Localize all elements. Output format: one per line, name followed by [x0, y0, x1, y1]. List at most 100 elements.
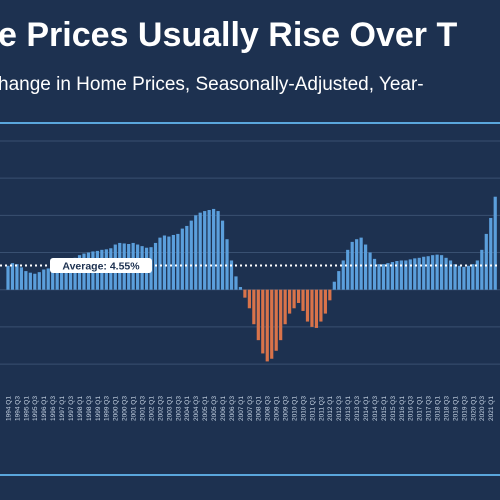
chart-subtitle: hange in Home Prices, Seasonally-Adjuste…: [0, 74, 424, 95]
bar: [296, 289, 301, 303]
bar: [73, 257, 77, 290]
bar: [203, 211, 207, 290]
x-tick-label: 2015 Q1: [381, 396, 388, 421]
x-tick-label: 2011 Q3: [318, 396, 325, 421]
bar: [471, 264, 475, 290]
x-tick-label: 1999 Q1: [95, 396, 102, 421]
x-tick-label: 2014 Q1: [363, 396, 370, 421]
bar: [247, 289, 251, 309]
bar: [60, 264, 64, 290]
bar: [24, 271, 28, 290]
bar: [198, 212, 202, 290]
x-tick-label: 2003 Q1: [166, 396, 173, 421]
x-tick-label: 2010 Q3: [300, 396, 307, 421]
bar: [404, 260, 408, 290]
bar: [261, 289, 265, 354]
bar: [435, 254, 439, 290]
bar: [319, 289, 323, 322]
bar: [46, 268, 50, 290]
x-tick-label: 2004 Q1: [184, 396, 191, 421]
bar: [292, 289, 296, 309]
bar: [288, 289, 292, 314]
bar: [413, 258, 417, 290]
x-tick-label: 1995 Q3: [32, 396, 39, 421]
bar: [350, 241, 354, 290]
bar: [355, 239, 359, 290]
bar: [171, 234, 175, 290]
bar: [314, 289, 319, 328]
bar: [51, 267, 55, 290]
bar: [359, 237, 363, 290]
x-tick-label: 2001 Q3: [140, 396, 147, 421]
bar: [189, 220, 193, 290]
bar: [323, 289, 327, 314]
bar: [431, 255, 435, 290]
bar: [256, 289, 260, 341]
x-tick-label: 2018 Q1: [435, 396, 442, 421]
bar: [341, 260, 345, 290]
bar: [484, 233, 488, 290]
x-tick-label: 2020 Q3: [479, 396, 486, 421]
bar: [238, 287, 243, 290]
x-tick-label: 2000 Q1: [113, 396, 120, 421]
bar: [372, 258, 377, 290]
bar: [15, 264, 19, 290]
x-tick-label: 2000 Q3: [122, 396, 129, 421]
x-tick-label: 1994 Q3: [14, 396, 21, 421]
bar: [283, 289, 287, 325]
bar: [346, 249, 350, 290]
average-label: Average: 4.55%: [62, 260, 140, 272]
bar: [439, 255, 444, 290]
bar: [185, 225, 189, 290]
x-tick-label: 1998 Q3: [86, 396, 93, 421]
bar: [448, 260, 453, 290]
x-tick-label: 2012 Q1: [327, 396, 334, 421]
bar: [234, 276, 238, 290]
average-label-box: [50, 258, 152, 274]
bar: [270, 289, 274, 359]
bar: [462, 266, 466, 290]
bar: [386, 263, 390, 290]
x-tick-label: 2015 Q3: [390, 396, 397, 421]
bar: [33, 273, 37, 290]
bar: [395, 261, 399, 290]
bar: [207, 210, 211, 290]
x-tick-label: 2013 Q1: [345, 396, 352, 421]
bar: [37, 272, 41, 290]
x-tick-label: 2018 Q3: [443, 396, 450, 421]
bar: [252, 289, 256, 325]
x-tick-label: 2009 Q1: [274, 396, 281, 421]
x-tick-label: 1996 Q3: [50, 396, 57, 421]
bar: [229, 260, 234, 290]
bar: [167, 236, 171, 290]
x-tick-label: 2017 Q3: [426, 396, 433, 421]
x-tick-label: 2002 Q3: [157, 396, 164, 421]
bar: [310, 289, 314, 327]
x-tick-label: 2019 Q3: [461, 396, 468, 421]
x-tick-label: 2007 Q3: [247, 396, 254, 421]
bar: [220, 220, 225, 290]
bar: [466, 265, 471, 290]
bar: [426, 256, 430, 290]
bar: [55, 265, 59, 290]
x-tick-label: 2020 Q1: [470, 396, 477, 421]
x-tick-label: 2011 Q1: [309, 396, 316, 421]
bar: [212, 208, 216, 290]
x-tick-label: 1999 Q3: [104, 396, 111, 421]
bar: [399, 260, 403, 290]
x-tick-label: 1996 Q1: [41, 396, 48, 421]
x-tick-label: 2001 Q1: [131, 396, 138, 421]
bar: [158, 237, 162, 290]
bar: [194, 215, 198, 290]
x-tick-label: 2013 Q3: [354, 396, 361, 421]
x-tick-label: 2008 Q3: [265, 396, 272, 421]
bar: [68, 260, 73, 290]
bar: [305, 289, 310, 322]
bar: [243, 289, 247, 298]
bar: [42, 269, 46, 290]
bar: [457, 265, 462, 290]
bar: [364, 244, 368, 290]
bar: [176, 233, 180, 290]
bar: [337, 271, 341, 290]
